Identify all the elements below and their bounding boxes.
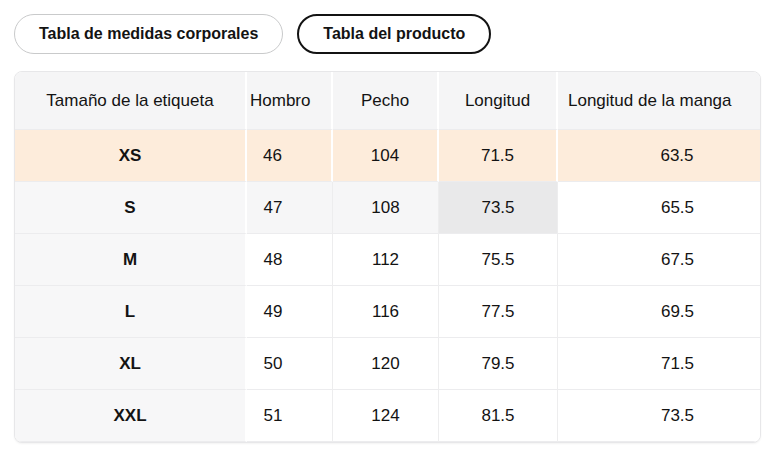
cell-l-pecho: 116 [333,286,439,338]
cell-s-manga: 65.5 [558,182,761,234]
cell-xxl-longitud: 81.5 [439,390,558,442]
table-row-xxl: 51 124 81.5 73.5 [214,390,761,442]
cell-l-manga: 69.5 [558,286,761,338]
table-row-xs: 46 104 71.5 63.5 [214,130,761,182]
cell-l-longitud: 77.5 [439,286,558,338]
cell-xs-pecho: 104 [333,130,439,182]
size-chart-tabs: Tabla de medidas corporales Tabla del pr… [14,14,491,54]
column-header-manga: Longitud de la manga [558,72,761,130]
cell-m-manga: 67.5 [558,234,761,286]
cell-xl-manga: 71.5 [558,338,761,390]
cell-s-longitud-hovered[interactable]: 73.5 [439,182,558,234]
column-header-size: Tamaño de la etiqueta [15,72,247,130]
cell-xs-manga: 63.5 [558,130,761,182]
column-header-longitud: Longitud [439,72,558,130]
cell-xxl-pecho: 124 [333,390,439,442]
cell-s-pecho: 108 [333,182,439,234]
size-label-xxl: XXL [15,390,247,442]
cell-xl-longitud: 79.5 [439,338,558,390]
table-header-row: Hombro Pecho Longitud Longitud de la man… [214,72,761,130]
size-table-card: Hombro Pecho Longitud Longitud de la man… [14,71,761,443]
size-label-m: M [15,234,247,286]
size-label-xl: XL [15,338,247,390]
size-label-xs: XS [15,130,247,182]
size-label-s: S [15,182,247,234]
table-row-s: 47 108 73.5 65.5 [214,182,761,234]
table-row-xl: 50 120 79.5 71.5 [214,338,761,390]
cell-xs-longitud: 71.5 [439,130,558,182]
column-header-pecho: Pecho [333,72,439,130]
cell-m-pecho: 112 [333,234,439,286]
sticky-size-column: Tamaño de la etiqueta XS S M L XL XXL [15,72,247,442]
tab-product-measurements[interactable]: Tabla del producto [297,14,491,54]
table-row-l: 49 116 77.5 69.5 [214,286,761,338]
cell-xxl-manga: 73.5 [558,390,761,442]
tab-body-measurements[interactable]: Tabla de medidas corporales [14,14,283,54]
cell-xl-pecho: 120 [333,338,439,390]
table-row-m: 48 112 75.5 67.5 [214,234,761,286]
cell-m-longitud: 75.5 [439,234,558,286]
size-label-l: L [15,286,247,338]
size-table-scroll-area[interactable]: Hombro Pecho Longitud Longitud de la man… [214,72,761,442]
